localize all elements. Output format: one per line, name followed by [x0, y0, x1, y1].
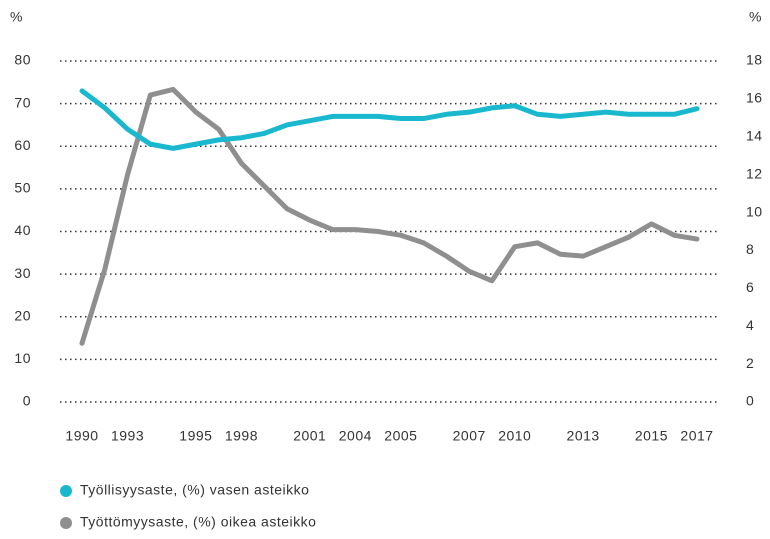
x-tick-label: 2010	[498, 428, 531, 444]
y-tick-label: 30	[14, 265, 31, 281]
series-line	[79, 86, 700, 346]
x-tick-label: 2007	[453, 428, 486, 444]
x-tick-label: 2015	[635, 428, 668, 444]
x-tick-label: 2004	[339, 428, 372, 444]
y-tick-label: 0	[23, 393, 31, 409]
y-tick-label: 80	[14, 52, 31, 68]
y2-tick-label: 12	[746, 165, 763, 181]
x-tick-label: 2005	[384, 428, 417, 444]
y2-tick-label: 14	[746, 127, 763, 143]
y-tick-label: 10	[14, 350, 31, 366]
x-tick-label: 2001	[293, 428, 326, 444]
y-tick-label: 70	[14, 94, 31, 110]
y-tick-label: 20	[14, 307, 31, 323]
y-axis-label: %	[10, 9, 23, 25]
y-tick-label: 50	[14, 180, 31, 196]
series-line	[79, 88, 700, 151]
legend-marker	[60, 485, 72, 497]
y2-tick-label: 2	[746, 355, 754, 371]
x-tick-label: 2017	[680, 428, 713, 444]
x-tick-label: 1995	[179, 428, 212, 444]
legend-label: Työllisyysaste, (%) vasen asteikko	[80, 482, 309, 498]
x-tick-label: 1998	[225, 428, 258, 444]
y2-tick-label: 6	[746, 279, 754, 295]
y2-tick-label: 4	[746, 317, 754, 333]
legend-label: Työttömyysaste, (%) oikea asteikko	[80, 514, 316, 530]
y2-tick-label: 10	[746, 203, 763, 219]
x-tick-label: 1990	[65, 428, 98, 444]
legend-marker	[60, 517, 72, 529]
x-tick-label: 1993	[111, 428, 144, 444]
y2-tick-label: 8	[746, 241, 754, 257]
y2-tick-label: 18	[746, 52, 763, 68]
y2-axis-label: %	[749, 9, 762, 25]
y-tick-label: 60	[14, 137, 31, 153]
y2-tick-label: 16	[746, 90, 763, 106]
y-tick-label: 40	[14, 222, 31, 238]
x-tick-label: 2013	[567, 428, 600, 444]
y2-tick-label: 0	[746, 393, 754, 409]
